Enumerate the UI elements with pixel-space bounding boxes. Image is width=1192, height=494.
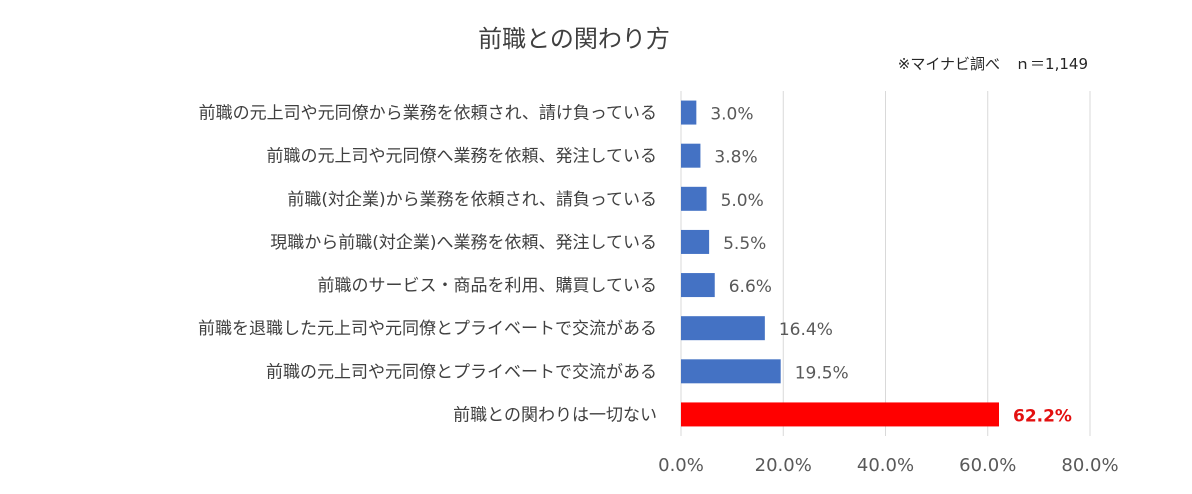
x-tick-label: 60.0% (959, 455, 1016, 476)
value-label: 6.6% (729, 277, 772, 297)
category-label: 現職から前職(対企業)へ業務を依頼、発注している (270, 233, 657, 253)
x-tick-label: 40.0% (857, 455, 914, 476)
category-labels: 前職の元上司や元同僚から業務を依頼され、請け負っている前職の元上司や元同僚へ業務… (198, 104, 657, 426)
value-labels: 3.0% 3.8% 5.0% 5.5% 6.6% 16.4% 19.5% 62.2% (710, 105, 1072, 427)
category-label: 前職(対企業)から業務を依頼され、請負っている (287, 190, 657, 210)
bar-highlight (681, 402, 999, 427)
bar (681, 143, 701, 168)
value-label: 19.5% (795, 363, 849, 383)
category-label: 前職の元上司や元同僚とプライベートで交流がある (266, 362, 657, 382)
x-tick-label: 20.0% (755, 455, 812, 476)
gridlines (680, 91, 1091, 436)
value-label: 5.5% (723, 234, 766, 254)
value-label: 3.8% (714, 148, 757, 168)
x-tick-label: 80.0% (1061, 455, 1118, 476)
bar (681, 316, 765, 341)
category-label: 前職の元上司や元同僚へ業務を依頼、発注している (267, 147, 658, 167)
bars (681, 100, 999, 427)
category-label: 前職を退職した元上司や元同僚とプライベートで交流がある (198, 319, 657, 339)
chart-title: 前職との関わり方 (478, 25, 670, 53)
chart-note: ※マイナビ調べ ｎ＝1,149 (898, 55, 1088, 73)
x-axis-ticks: 0.0% 20.0% 40.0% 60.0% 80.0% (658, 455, 1118, 476)
category-label: 前職の元上司や元同僚から業務を依頼され、請け負っている (199, 104, 657, 124)
value-label: 62.2% (1013, 406, 1072, 426)
bar (681, 359, 781, 384)
bar (681, 100, 697, 125)
x-tick-label: 0.0% (658, 455, 704, 476)
bar (681, 229, 710, 254)
category-label: 前職との関わりは一切ない (453, 405, 657, 425)
value-label: 3.0% (710, 105, 753, 125)
value-label: 5.0% (721, 191, 764, 211)
bar (681, 186, 707, 211)
bar (681, 273, 715, 298)
value-label: 16.4% (779, 320, 833, 340)
category-label: 前職のサービス・商品を利用、購買している (318, 276, 658, 296)
